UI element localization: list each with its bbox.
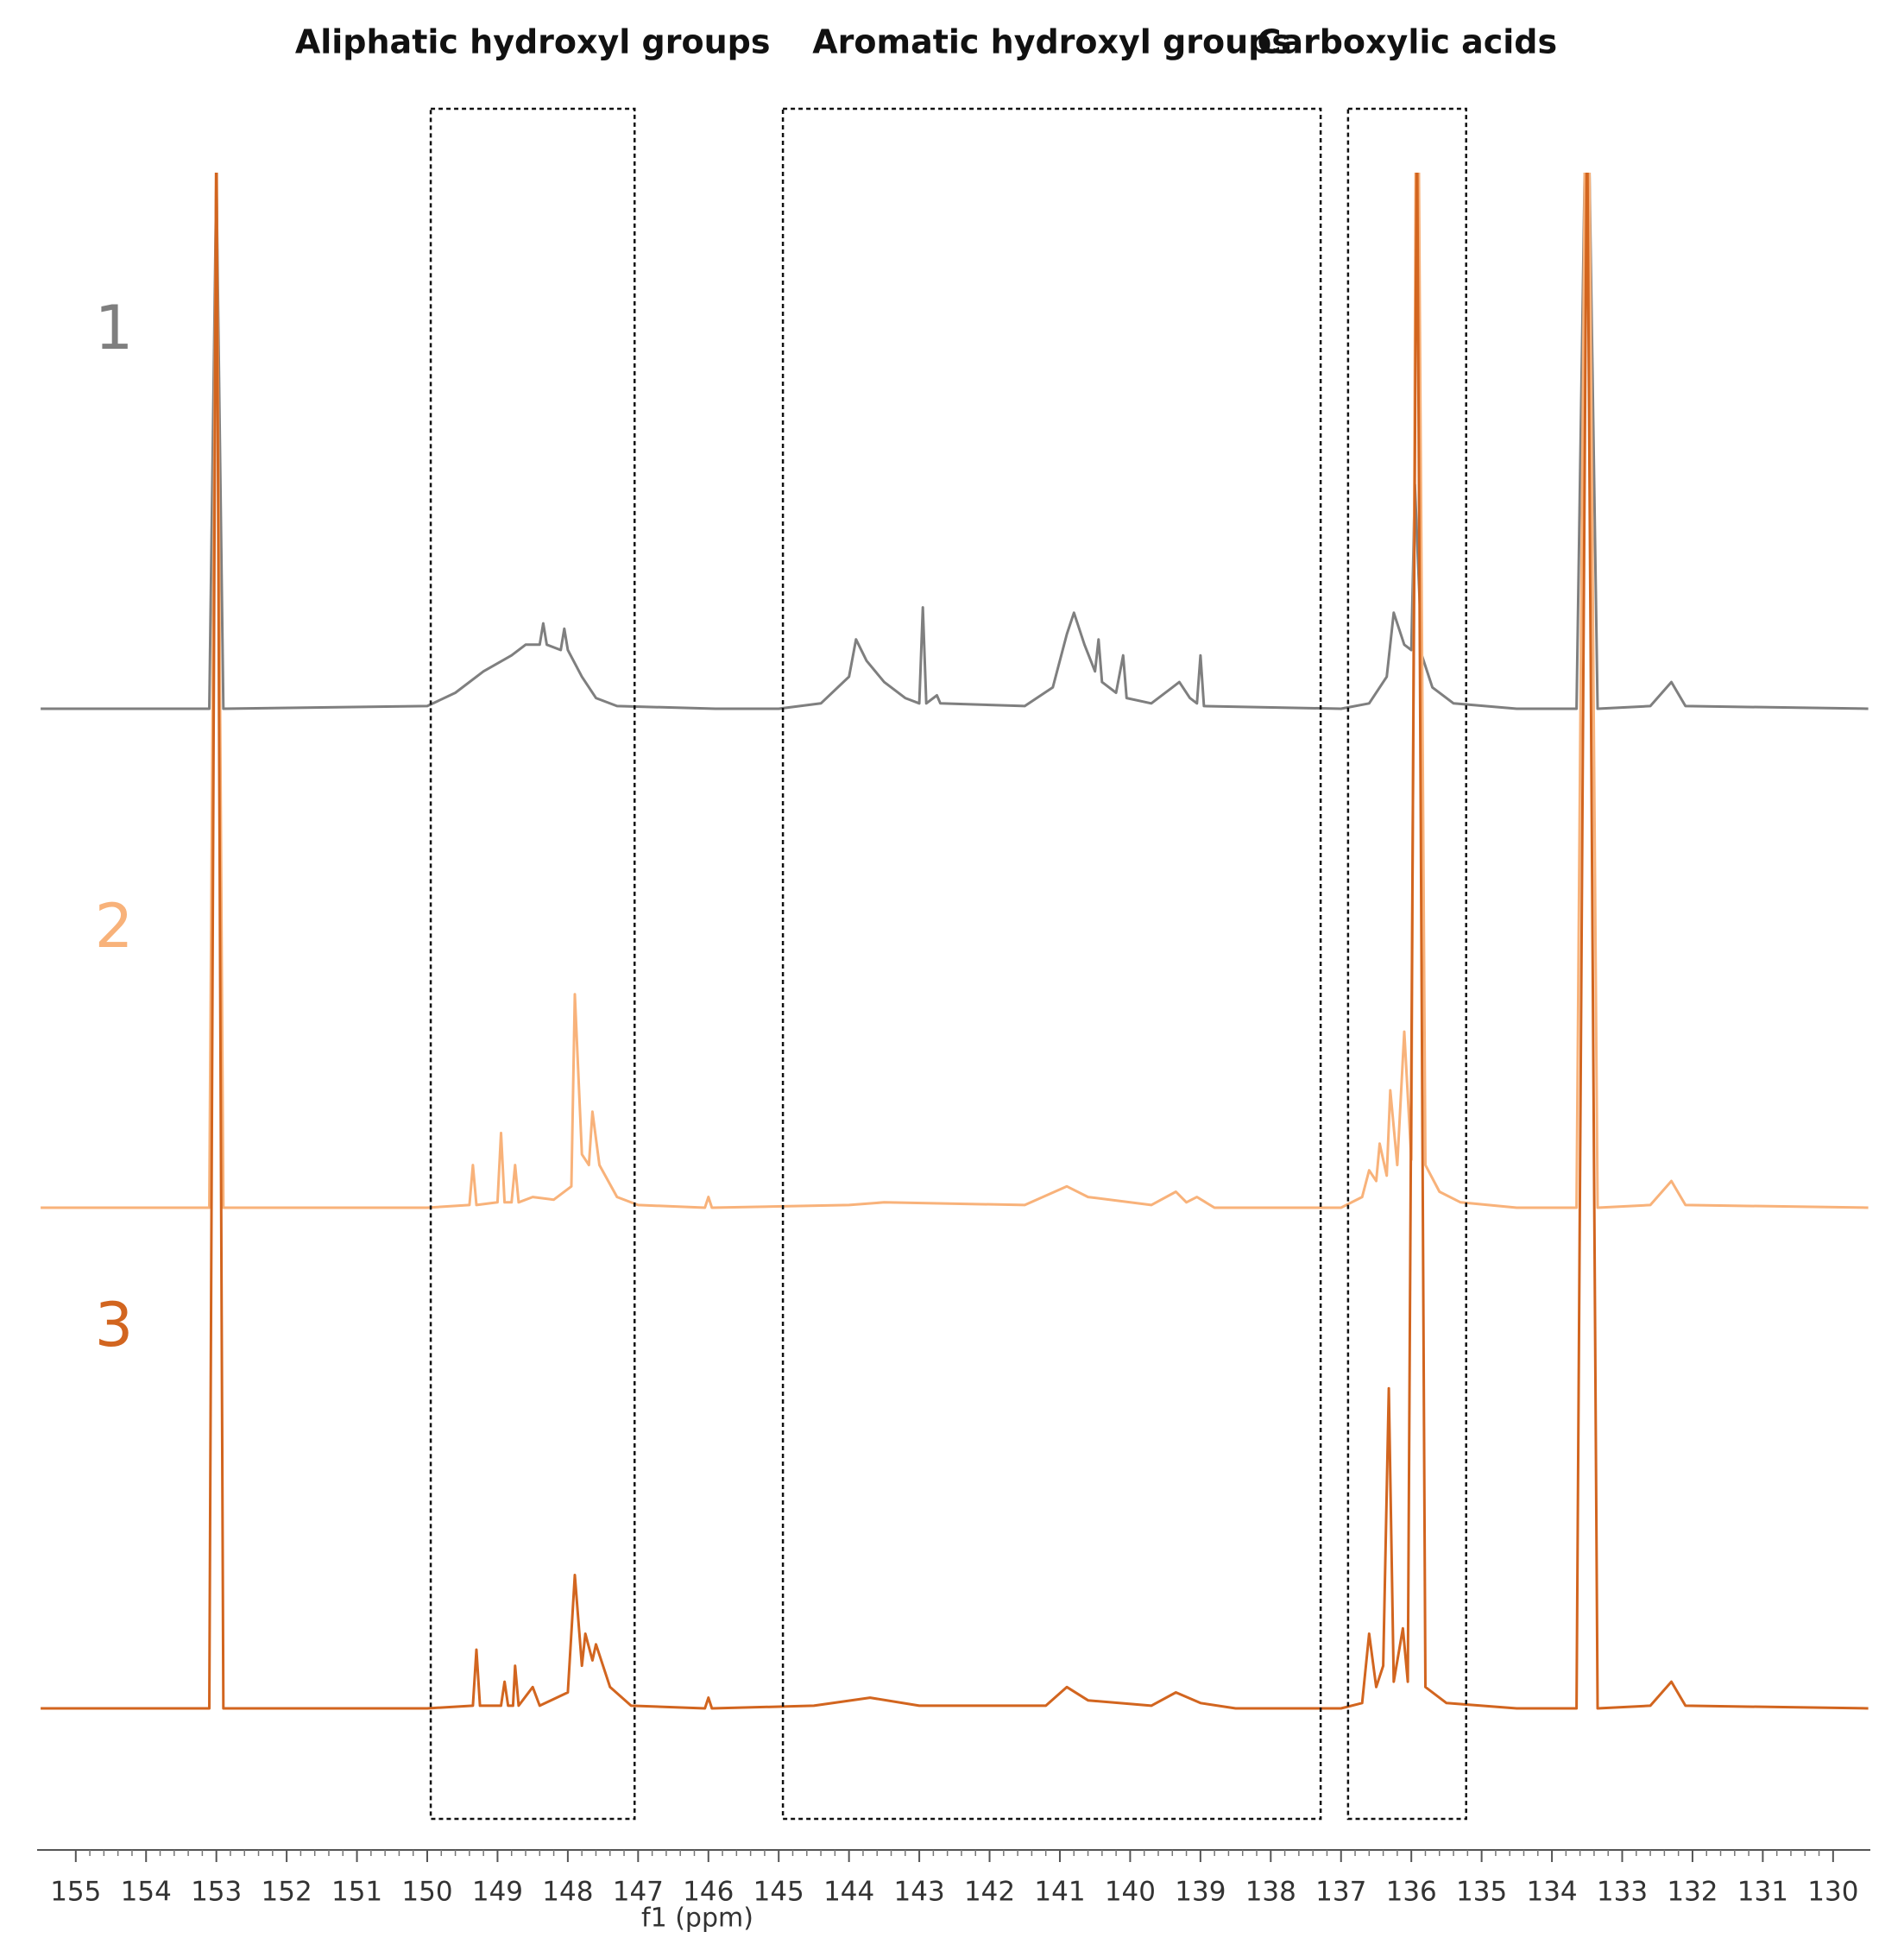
x-tick-label: 144 [823,1877,874,1908]
x-tick-label: 142 [964,1877,1015,1908]
x-tick-label: 153 [191,1877,242,1908]
x-tick-label: 149 [472,1877,523,1908]
region-box [781,107,1322,1821]
spectrum-line [41,173,1869,1710]
x-tick-label: 133 [1597,1877,1648,1908]
x-tick-label: 152 [262,1877,312,1908]
region-label: Aromatic hydroxyl groups [812,23,1291,61]
x-tick-label: 132 [1667,1877,1718,1908]
region-box [429,107,636,1821]
x-tick-label: 155 [50,1877,101,1908]
x-tick-label: 150 [401,1877,452,1908]
x-tick-label: 134 [1526,1877,1577,1908]
x-tick-label: 146 [683,1877,734,1908]
x-tick-label: 148 [542,1877,593,1908]
x-tick-label: 151 [331,1877,382,1908]
x-tick-label: 131 [1737,1877,1788,1908]
series-label: 3 [95,1290,134,1360]
region-label: Aliphatic hydroxyl groups [295,23,771,61]
x-tick-label: 145 [753,1877,804,1908]
x-tick-label: 154 [121,1877,172,1908]
spectrum-line [41,173,1869,1209]
x-tick-label: 141 [1034,1877,1085,1908]
x-tick-label: 147 [613,1877,664,1908]
x-tick-label: 138 [1245,1877,1296,1908]
x-tick-label: 140 [1105,1877,1156,1908]
x-axis-label: f1 (ppm) [641,1903,753,1934]
x-tick-label: 137 [1315,1877,1366,1908]
series-label: 1 [95,293,134,363]
spectra [41,173,1869,1710]
x-tick-label: 143 [894,1877,945,1908]
x-tick-label: 135 [1456,1877,1507,1908]
x-tick-label: 139 [1175,1877,1226,1908]
x-tick-label: 130 [1807,1877,1858,1908]
region-label: Carboxylic acids [1257,23,1557,61]
series-label: 2 [95,891,134,962]
x-tick-label: 136 [1386,1877,1437,1908]
region-box [1346,107,1467,1821]
